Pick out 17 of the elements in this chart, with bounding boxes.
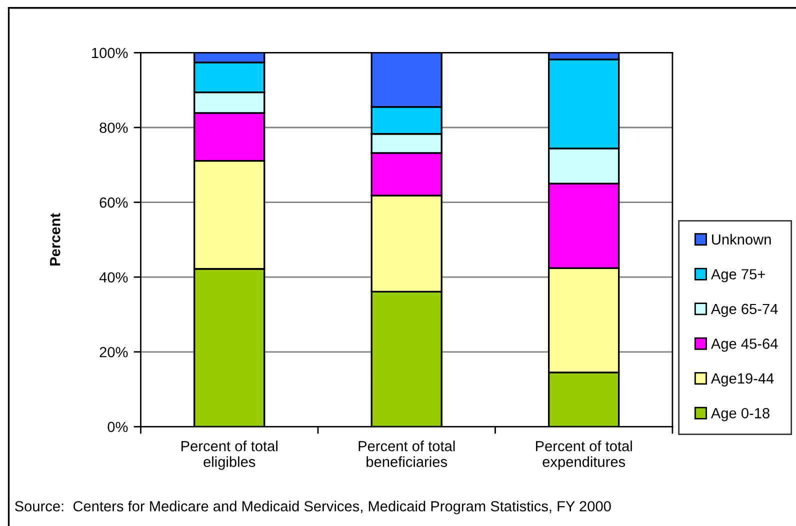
y-tick-label: 20% (100, 346, 128, 358)
y-tick-label: 40% (99, 272, 128, 283)
x-tick-label: Percent of total expenditures (536, 440, 632, 470)
y-tick-label: 80% (100, 122, 128, 133)
y-tick-label: 0% (108, 422, 128, 432)
legend-label: Age19-44 (710, 373, 774, 386)
legend-label: Age 65-74 (710, 304, 778, 318)
x-tick-label: Percent of total eligibles (182, 440, 278, 470)
legend-label: Unknown (712, 234, 771, 245)
y-axis-title: Percent (50, 213, 60, 266)
source-note: Source: Centers for Medicare and Medicaid Services, Medicaid Program Statistics, FY 2000 (14, 500, 611, 514)
y-tick-label: 100% (92, 48, 128, 58)
legend-label: Age 45-64 (710, 338, 778, 352)
legend-label: Age 0-18 (710, 408, 770, 422)
legend-label: Age 75+ (710, 269, 765, 282)
y-tick-label: 60% (100, 197, 128, 208)
x-tick-label: Percent of total beneficiaries (358, 440, 455, 467)
